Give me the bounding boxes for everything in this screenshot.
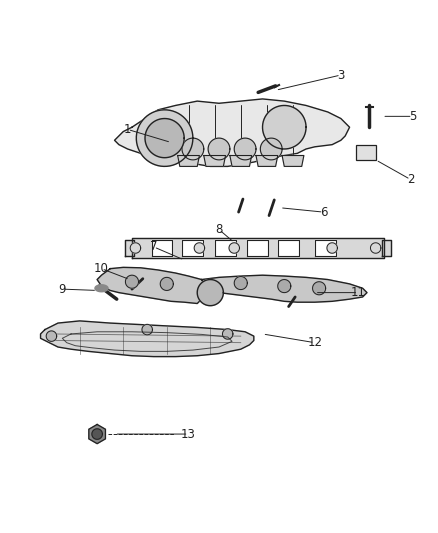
Polygon shape [204, 156, 226, 166]
Polygon shape [125, 240, 134, 256]
Text: 8: 8 [215, 223, 223, 236]
Polygon shape [278, 280, 291, 293]
Polygon shape [92, 429, 102, 439]
Polygon shape [215, 240, 236, 256]
Polygon shape [132, 238, 385, 258]
Polygon shape [130, 243, 141, 253]
Text: 9: 9 [59, 282, 66, 296]
Polygon shape [230, 156, 252, 166]
Polygon shape [182, 240, 203, 256]
Text: 13: 13 [181, 427, 196, 441]
Polygon shape [229, 243, 240, 253]
Text: 7: 7 [150, 240, 158, 253]
Text: 10: 10 [94, 262, 109, 275]
Polygon shape [382, 240, 391, 256]
Polygon shape [262, 106, 306, 149]
Text: 11: 11 [351, 286, 366, 299]
Polygon shape [115, 99, 350, 166]
Polygon shape [95, 285, 108, 292]
Polygon shape [182, 138, 204, 160]
Polygon shape [234, 277, 247, 289]
Text: 2: 2 [407, 173, 414, 186]
Polygon shape [197, 280, 223, 305]
Polygon shape [178, 156, 199, 166]
Polygon shape [194, 243, 205, 253]
Polygon shape [41, 321, 254, 357]
Polygon shape [142, 325, 152, 335]
Polygon shape [260, 138, 282, 160]
FancyBboxPatch shape [356, 144, 376, 160]
Polygon shape [46, 331, 57, 341]
Polygon shape [234, 138, 256, 160]
Polygon shape [256, 156, 278, 166]
Polygon shape [145, 118, 184, 158]
Text: 5: 5 [409, 110, 417, 123]
Polygon shape [152, 240, 173, 256]
Text: 3: 3 [337, 69, 345, 82]
Polygon shape [327, 243, 337, 253]
Polygon shape [89, 424, 106, 443]
Polygon shape [201, 275, 367, 302]
Text: 6: 6 [320, 206, 327, 219]
Polygon shape [97, 268, 206, 303]
Polygon shape [208, 138, 230, 160]
Polygon shape [136, 110, 193, 166]
Text: 12: 12 [307, 336, 322, 349]
Polygon shape [247, 240, 268, 256]
Polygon shape [282, 156, 304, 166]
Polygon shape [313, 282, 325, 295]
Polygon shape [371, 243, 381, 253]
Text: 1: 1 [124, 123, 131, 136]
Polygon shape [223, 329, 233, 339]
Polygon shape [160, 277, 173, 290]
Polygon shape [278, 240, 299, 256]
Polygon shape [315, 240, 336, 256]
Polygon shape [125, 275, 138, 288]
